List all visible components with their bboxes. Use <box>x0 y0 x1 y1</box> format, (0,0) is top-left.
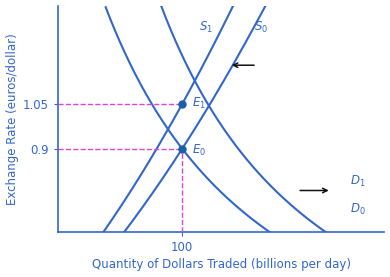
Text: $E_1$: $E_1$ <box>191 96 206 111</box>
Text: $D_0$: $D_0$ <box>350 202 366 217</box>
Text: $S_1$: $S_1$ <box>199 20 213 35</box>
X-axis label: Quantity of Dollars Traded (billions per day): Quantity of Dollars Traded (billions per… <box>92 258 351 271</box>
Text: $D_1$: $D_1$ <box>350 174 366 189</box>
Text: $S_0$: $S_0$ <box>254 20 268 35</box>
Text: $E_0$: $E_0$ <box>191 143 206 158</box>
Y-axis label: Exchange Rate (euros/dollar): Exchange Rate (euros/dollar) <box>5 33 19 205</box>
